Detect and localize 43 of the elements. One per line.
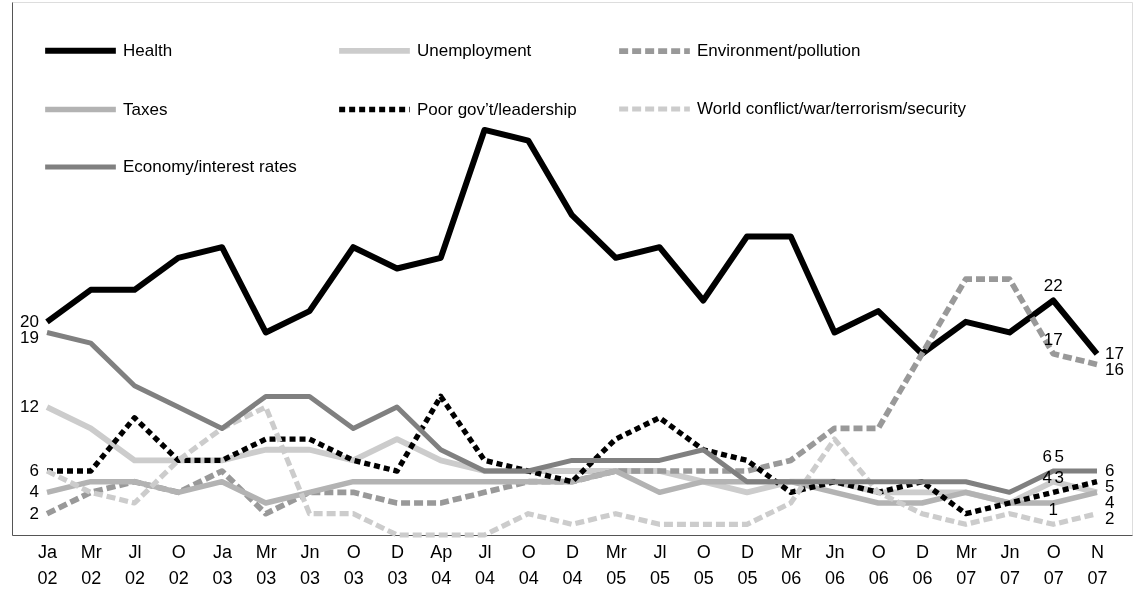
x-tick-label: Jl 04 — [474, 541, 496, 588]
data-label: 4 — [1042, 468, 1052, 488]
x-tick-label: Jn 03 — [299, 541, 321, 588]
x-tick-label: O 05 — [693, 541, 714, 588]
x-tick-label: O 06 — [868, 541, 889, 588]
data-label: 22 — [1043, 276, 1063, 296]
x-tick-label: Ap 04 — [430, 541, 453, 588]
legend-label: Health — [123, 40, 173, 60]
legend-label: Taxes — [123, 99, 168, 119]
data-label: 6 — [1042, 447, 1052, 467]
data-label: 5 — [1054, 447, 1064, 467]
x-tick-label: O 02 — [168, 541, 189, 588]
data-label: 4 — [29, 482, 39, 502]
x-tick-label: O 03 — [343, 541, 364, 588]
legend-label: Environment/pollution — [697, 41, 861, 61]
x-tick-label: D 03 — [387, 541, 408, 588]
x-tick-label: Jn 06 — [824, 541, 846, 588]
x-tick-label: Jl 02 — [124, 541, 146, 588]
x-tick-label: Mr 06 — [780, 541, 802, 588]
x-tick-label: O 07 — [1043, 541, 1064, 588]
legend-label: Poor gov’t/leadership — [417, 99, 577, 119]
x-tick-label: Jn 07 — [999, 541, 1021, 588]
data-label: 1 — [1048, 500, 1058, 520]
x-tick-label: D 06 — [912, 541, 933, 588]
legend-label: Economy/interest rates — [123, 157, 297, 176]
data-label: 3 — [1054, 468, 1064, 488]
legend-label: World conflict/war/terrorism/security — [697, 99, 967, 118]
legend-label: Unemployment — [417, 40, 532, 60]
x-tick-label: D 05 — [737, 541, 758, 588]
x-tick-label: D 04 — [562, 541, 583, 588]
x-tick-label: Mr 02 — [80, 541, 102, 588]
data-label: 6 — [29, 461, 39, 481]
data-label: 2 — [29, 503, 39, 523]
x-tick-label: N 07 — [1087, 541, 1108, 588]
x-tick-label: O 04 — [518, 541, 539, 588]
x-tick-label: Mr 03 — [255, 541, 277, 588]
x-tick-label: Mr 05 — [605, 541, 627, 588]
x-tick-label: Mr 07 — [955, 541, 977, 588]
data-label: 12 — [20, 397, 39, 417]
x-tick-label: Jl 05 — [649, 541, 671, 588]
x-tick-label: Ja 03 — [212, 541, 233, 588]
x-tick-label: Ja 02 — [37, 541, 58, 588]
data-label: 17 — [1043, 329, 1063, 349]
